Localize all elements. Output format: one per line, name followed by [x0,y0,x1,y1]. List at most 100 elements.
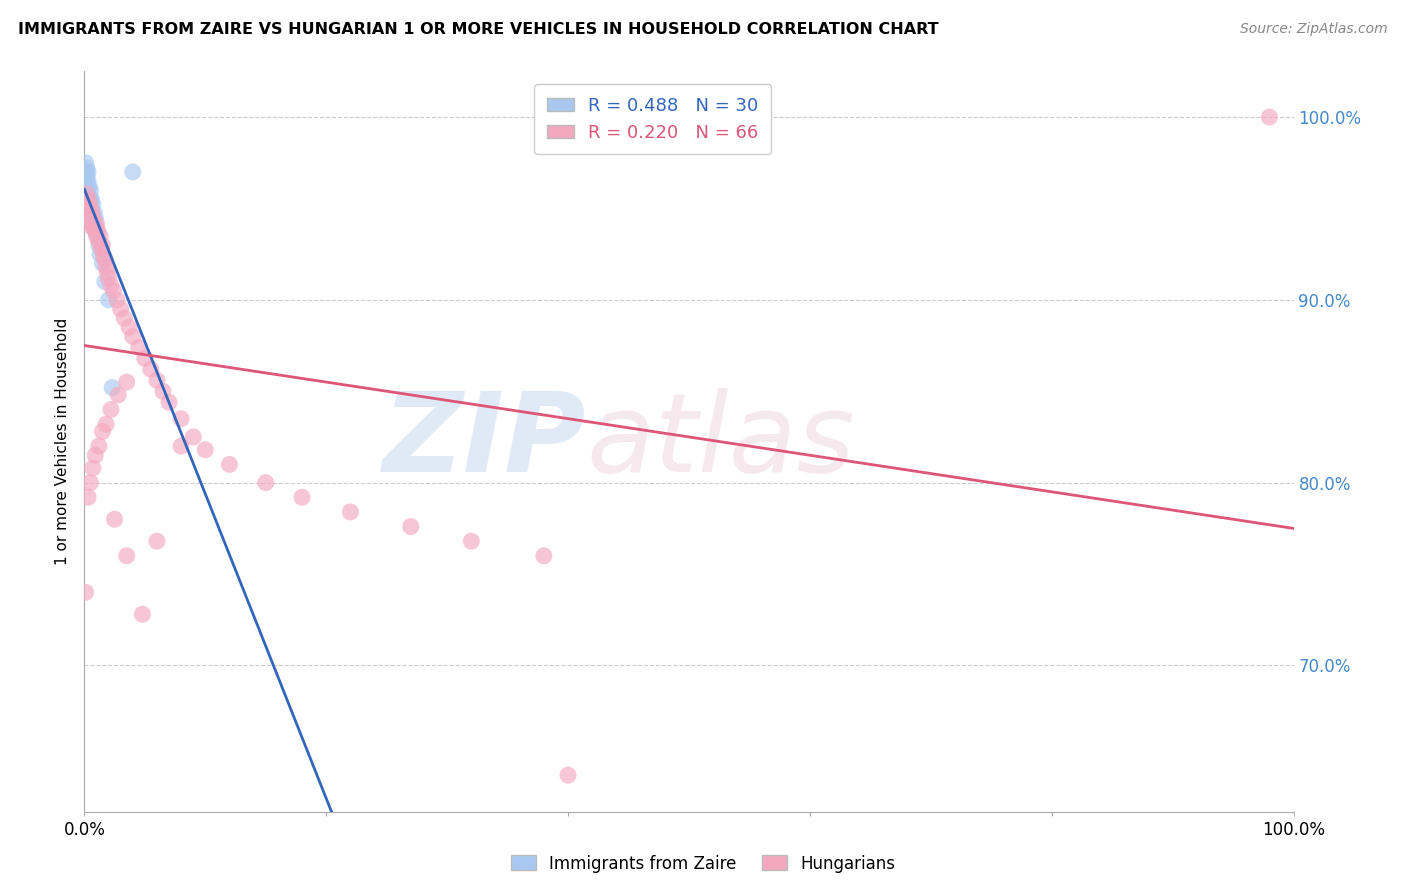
Point [89,228,111,243]
Point [94,260,117,274]
Point [76,174,98,188]
Point [218,458,240,472]
Point [110,301,132,316]
Point [80,219,103,234]
Point [557,768,579,782]
Text: ZIP: ZIP [382,388,586,495]
Point [79,192,101,206]
Point [75,155,97,169]
Point [77,174,100,188]
Point [115,549,138,563]
Point [87,439,110,453]
Point [84,223,107,237]
Point [76,161,98,176]
Point [91,256,114,270]
Point [146,373,169,387]
Point [100,278,122,293]
Point [86,223,108,237]
Point [94,275,117,289]
Point [80,205,103,219]
Point [77,192,100,206]
Point [82,198,104,212]
Point [86,228,108,243]
Point [86,219,108,234]
Point [91,425,114,439]
Point [194,442,217,457]
Point [84,448,107,462]
Point [86,228,108,243]
Point [101,381,124,395]
Point [79,475,101,490]
Point [84,223,107,237]
Legend: Immigrants from Zaire, Hungarians: Immigrants from Zaire, Hungarians [505,848,901,880]
Point [170,439,193,453]
Point [84,211,107,225]
Point [152,384,174,399]
Legend: R = 0.488   N = 30, R = 0.220   N = 66: R = 0.488 N = 30, R = 0.220 N = 66 [534,84,772,154]
Point [100,402,122,417]
Point [82,211,104,225]
Point [291,491,314,505]
Point [86,216,108,230]
Y-axis label: 1 or more Vehicles in Household: 1 or more Vehicles in Household [55,318,70,566]
Point [75,165,97,179]
Point [134,351,156,366]
Point [76,202,98,216]
Point [77,165,100,179]
Point [90,242,112,256]
Point [96,265,118,279]
Point [82,461,104,475]
Point [128,340,150,354]
Point [115,375,138,389]
Point [94,252,117,267]
Point [77,196,100,211]
Point [131,607,153,622]
Point [460,534,482,549]
Point [79,202,101,216]
Point [97,293,120,307]
Point [103,284,125,298]
Point [83,219,105,234]
Point [80,205,103,219]
Text: IMMIGRANTS FROM ZAIRE VS HUNGARIAN 1 OR MORE VEHICLES IN HOUSEHOLD CORRELATION C: IMMIGRANTS FROM ZAIRE VS HUNGARIAN 1 OR … [18,22,939,37]
Point [107,388,129,402]
Point [79,216,101,230]
Point [121,165,143,179]
Point [75,585,97,599]
Point [91,238,114,252]
Point [76,186,98,201]
Point [94,417,117,432]
Point [77,192,100,206]
Point [79,183,101,197]
Point [157,395,180,409]
Point [77,179,100,194]
Point [181,430,204,444]
Point [83,205,105,219]
Point [87,235,110,249]
Point [112,311,135,326]
Point [170,411,193,425]
Point [77,183,100,197]
Text: atlas: atlas [586,388,855,495]
Point [77,209,100,223]
Point [76,169,98,183]
Point [83,219,105,234]
Point [121,329,143,343]
Point [1258,110,1281,124]
Point [80,192,103,206]
Point [93,249,115,263]
Point [105,293,128,307]
Point [139,362,162,376]
Point [533,549,555,563]
Point [104,512,127,526]
Point [79,202,101,216]
Point [339,505,361,519]
Point [97,271,120,285]
Text: Source: ZipAtlas.com: Source: ZipAtlas.com [1240,22,1388,37]
Point [399,519,422,533]
Point [82,211,104,225]
Point [77,491,100,505]
Point [146,534,169,549]
Point [87,238,110,252]
Point [77,205,100,219]
